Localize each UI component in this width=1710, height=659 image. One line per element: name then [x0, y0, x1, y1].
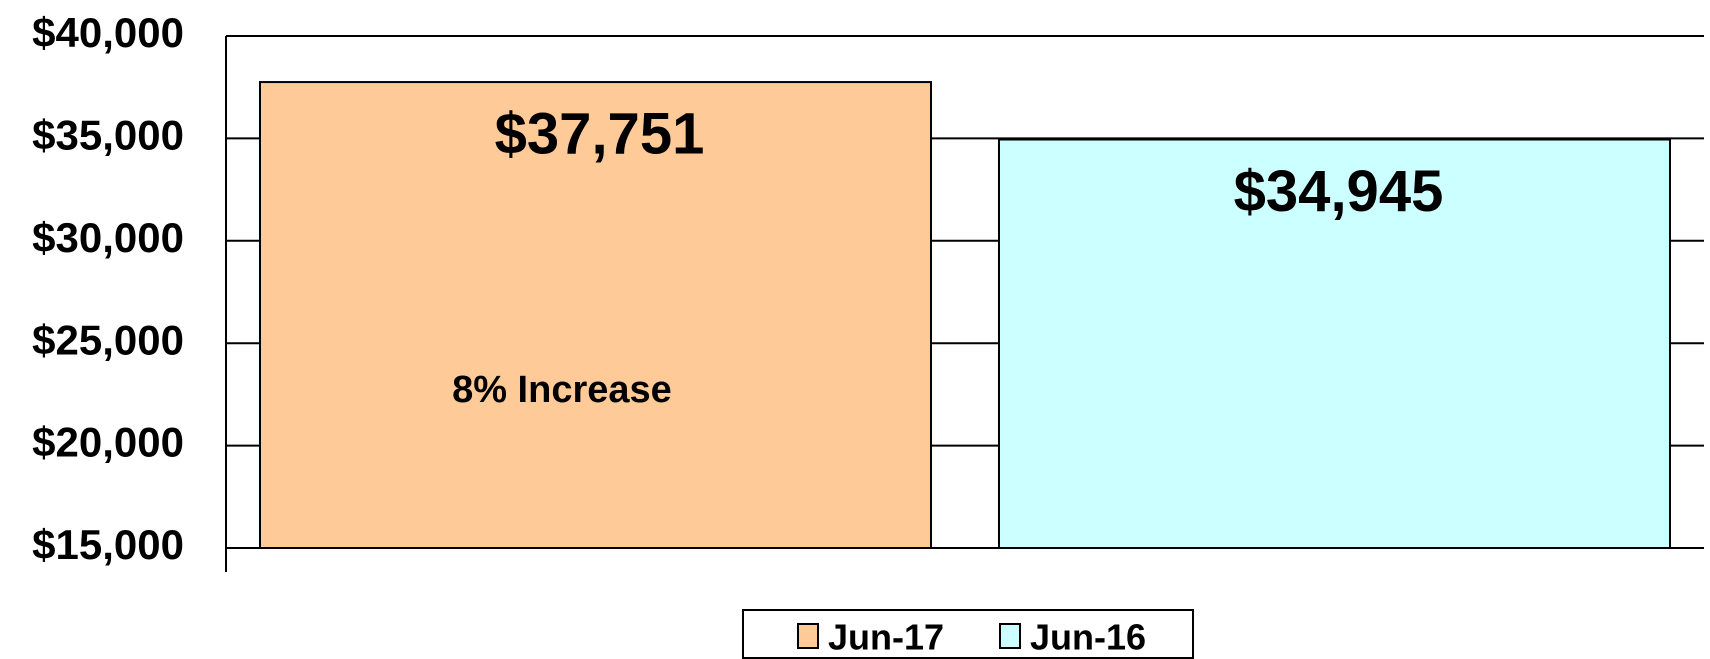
y-tick-label: $15,000: [32, 521, 184, 568]
bar: [258, 81, 933, 550]
legend-label: Jun-17: [828, 617, 944, 658]
legend-swatch: [797, 623, 819, 649]
value-label: $34,945: [1234, 159, 1444, 224]
bar: [997, 138, 1672, 549]
legend-label: Jun-16: [1030, 617, 1146, 658]
y-tick-label: $25,000: [32, 316, 184, 363]
y-tick-label: $40,000: [32, 9, 184, 56]
value-label: $37,751: [495, 101, 705, 166]
legend: Jun-17 Jun-16: [742, 609, 1194, 659]
y-tick-label: $30,000: [32, 214, 184, 261]
y-tick-label: $35,000: [32, 111, 184, 158]
annotation: 8% Increase: [452, 369, 672, 411]
y-tick-label: $20,000: [32, 419, 184, 466]
legend-swatch: [999, 623, 1021, 649]
